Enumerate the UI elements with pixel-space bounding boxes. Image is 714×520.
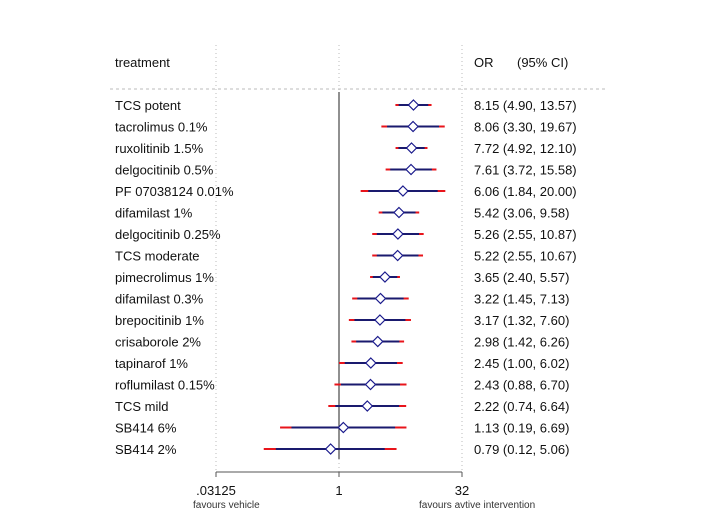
or-marker — [374, 292, 387, 305]
forest-row: roflumilast 0.15% 2.43 (0.88, 6.70) — [115, 378, 569, 393]
or-marker — [364, 357, 377, 369]
header-or: OR — [474, 55, 494, 70]
or-marker — [361, 400, 374, 412]
row-treatment-label: crisaborole 2% — [115, 335, 201, 350]
forest-row: tacrolimus 0.1% 8.06 (3.30, 19.67) — [115, 120, 577, 135]
row-treatment-label: TCS moderate — [115, 249, 200, 264]
row-or-ci-text: 5.42 (3.06, 9.58) — [474, 206, 569, 221]
forest-row: crisaborole 2% 2.98 (1.42, 6.26) — [115, 335, 569, 350]
row-or-ci-text: 3.65 (2.40, 5.57) — [474, 270, 569, 285]
or-marker — [397, 185, 409, 197]
row-or-ci-text: 3.22 (1.45, 7.13) — [474, 292, 569, 307]
row-or-ci-text: 7.61 (3.72, 15.58) — [474, 163, 577, 178]
row-or-ci-text: 0.79 (0.12, 5.06) — [474, 442, 569, 457]
row-treatment-label: PF 07038124 0.01% — [115, 184, 234, 199]
row-treatment-label: tapinarof 1% — [115, 356, 188, 371]
row-treatment-label: delgocitinib 0.5% — [115, 163, 214, 178]
forest-row: SB414 6% 1.13 (0.19, 6.69) — [115, 421, 569, 436]
x-tick-label: 1 — [335, 483, 342, 498]
forest-row: delgocitinib 0.25% 5.26 (2.55, 10.87) — [115, 227, 577, 242]
x-axis: .03125 1 32 — [196, 471, 469, 498]
row-or-ci-text: 5.26 (2.55, 10.87) — [474, 227, 577, 242]
row-or-ci-text: 3.17 (1.32, 7.60) — [474, 313, 569, 328]
or-marker — [371, 335, 384, 348]
row-or-ci-text: 5.22 (2.55, 10.67) — [474, 249, 577, 264]
row-or-ci-text: 8.06 (3.30, 19.67) — [474, 120, 577, 135]
row-treatment-label: brepocitinib 1% — [115, 313, 204, 328]
x-tick-label: .03125 — [196, 483, 236, 498]
guide-lines — [215, 45, 463, 472]
or-marker — [379, 271, 391, 283]
or-marker — [324, 443, 337, 455]
or-marker — [407, 120, 419, 133]
forest-row: TCS moderate 5.22 (2.55, 10.67) — [115, 249, 577, 264]
row-treatment-label: roflumilast 0.15% — [115, 378, 215, 393]
row-or-ci-text: 7.72 (4.92, 12.10) — [474, 141, 577, 156]
or-marker — [405, 163, 417, 176]
row-or-ci-text: 2.22 (0.74, 6.64) — [474, 399, 569, 414]
row-treatment-label: SB414 2% — [115, 442, 177, 457]
forest-row: TCS potent 8.15 (4.90, 13.57) — [115, 98, 577, 113]
footnotes: favours vehicle favours avtive intervent… — [193, 500, 535, 511]
or-marker — [405, 142, 418, 154]
row-treatment-label: TCS potent — [115, 98, 181, 113]
or-marker — [337, 421, 350, 434]
x-tick-label: 32 — [455, 483, 469, 498]
footnote-left: favours vehicle — [193, 500, 260, 511]
forest-row: TCS mild 2.22 (0.74, 6.64) — [115, 399, 569, 414]
row-treatment-label: difamilast 0.3% — [115, 292, 204, 307]
row-treatment-label: pimecrolimus 1% — [115, 270, 214, 285]
or-marker — [392, 228, 404, 240]
or-marker — [364, 378, 377, 391]
footnote-right: favours avtive intervention — [419, 500, 535, 511]
header-ci: (95% CI) — [517, 55, 568, 70]
forest-row: delgocitinib 0.5% 7.61 (3.72, 15.58) — [115, 163, 577, 178]
row-or-ci-text: 8.15 (4.90, 13.57) — [474, 98, 577, 113]
forest-row: brepocitinib 1% 3.17 (1.32, 7.60) — [115, 313, 569, 328]
row-or-ci-text: 2.45 (1.00, 6.02) — [474, 356, 569, 371]
or-marker — [374, 314, 386, 326]
row-or-ci-text: 2.98 (1.42, 6.26) — [474, 335, 569, 350]
or-marker — [391, 249, 404, 262]
forest-row: ruxolitinib 1.5% 7.72 (4.92, 12.10) — [115, 141, 577, 156]
rows: TCS potent 8.15 (4.90, 13.57) tacrolimus 0… — [115, 98, 577, 457]
row-or-ci-text: 6.06 (1.84, 20.00) — [474, 184, 577, 199]
row-treatment-label: ruxolitinib 1.5% — [115, 141, 204, 156]
forest-row: pimecrolimus 1% 3.65 (2.40, 5.57) — [115, 270, 569, 285]
header-treatment: treatment — [115, 55, 170, 70]
forest-row: tapinarof 1% 2.45 (1.00, 6.02) — [115, 356, 569, 371]
row-treatment-label: TCS mild — [115, 399, 168, 414]
forest-row: difamilast 0.3% 3.22 (1.45, 7.13) — [115, 292, 569, 307]
row-or-ci-text: 2.43 (0.88, 6.70) — [474, 378, 569, 393]
row-treatment-label: delgocitinib 0.25% — [115, 227, 221, 242]
row-treatment-label: SB414 6% — [115, 421, 177, 436]
row-treatment-label: tacrolimus 0.1% — [115, 120, 208, 135]
row-treatment-label: difamilast 1% — [115, 206, 193, 221]
forest-row: SB414 2% 0.79 (0.12, 5.06) — [115, 442, 569, 457]
header: treatment OR (95% CI) — [110, 55, 606, 90]
forest-row: PF 07038124 0.01% 6.06 (1.84, 20.00) — [115, 184, 577, 199]
row-or-ci-text: 1.13 (0.19, 6.69) — [474, 421, 569, 436]
or-marker — [407, 99, 420, 111]
or-marker — [393, 206, 405, 219]
forest-row: difamilast 1% 5.42 (3.06, 9.58) — [115, 206, 569, 221]
